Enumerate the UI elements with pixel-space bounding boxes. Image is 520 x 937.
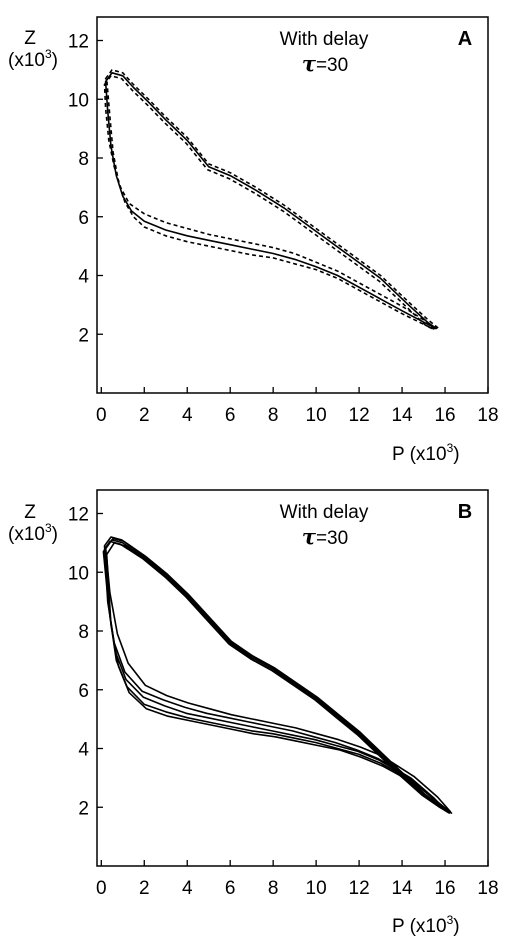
panel-b-ylabel-top: Z bbox=[24, 502, 36, 523]
panel-b-label: B bbox=[458, 501, 472, 523]
panel-a-series-1 bbox=[104, 72, 438, 330]
panel-a-xtick-label: 10 bbox=[306, 405, 327, 426]
panel-b-ytick-label: 4 bbox=[78, 740, 89, 761]
panel-b-xtick-label: 10 bbox=[306, 878, 327, 899]
panel-a-annotation-line1: With delay bbox=[280, 29, 369, 50]
panel-b-annotation-line1: With delay bbox=[280, 502, 369, 523]
panel-b-xtick-label: 14 bbox=[391, 878, 413, 899]
panel-b-xtick-label: 18 bbox=[477, 878, 498, 899]
panel-b-xtick-label: 0 bbox=[96, 878, 107, 899]
panel-b-ylabel-exp: 3 bbox=[45, 521, 52, 535]
panel-b-xtick-label: 6 bbox=[225, 878, 236, 899]
panel-a-ytick-label: 10 bbox=[68, 90, 89, 111]
panel-b-ytick-label: 10 bbox=[68, 563, 89, 584]
panel-b-ticks: 0 2 4 6 8 10 12 14 16 18 2 4 6 8 10 12 bbox=[68, 505, 499, 900]
panel-a-series-2 bbox=[104, 69, 440, 330]
panel-b-annotation-tau: τ=30 bbox=[302, 524, 348, 549]
panel-b-ytick-label: 12 bbox=[68, 505, 89, 526]
panel-b-tau-value: =30 bbox=[316, 528, 348, 549]
panel-a-plot-frame bbox=[96, 16, 489, 394]
panel-a-ytick-label: 8 bbox=[78, 149, 89, 170]
panel-b-plot-frame bbox=[96, 489, 489, 867]
panel-a-xtick-label: 6 bbox=[225, 405, 236, 426]
panel-a-tau-value: =30 bbox=[316, 55, 348, 76]
panel-a-ylabel: (x103) bbox=[8, 47, 58, 71]
panel-b-series bbox=[102, 536, 453, 814]
panel-a-xlabel: P (x103) bbox=[392, 441, 460, 465]
panel-a-series bbox=[103, 69, 440, 331]
panel-a-xlabel-tail: ) bbox=[453, 444, 459, 465]
panel-b-xlabel: P (x103) bbox=[392, 913, 460, 937]
panel-a-xlabel-exp: 3 bbox=[447, 441, 454, 455]
panel-a-xtick-label: 14 bbox=[391, 405, 413, 426]
panel-a-label: A bbox=[458, 28, 472, 50]
panel-b-xtick-label: 12 bbox=[349, 878, 370, 899]
panel-b-xtick-label: 16 bbox=[434, 878, 455, 899]
panel-a-ylabel-exp: 3 bbox=[45, 47, 52, 61]
panel-a-ytick-label: 2 bbox=[78, 325, 89, 346]
panel-a-ylabel-top: Z bbox=[24, 28, 36, 49]
panel-b-xlabel-exp: 3 bbox=[447, 913, 454, 927]
panel-b-ylabel-main: (x10 bbox=[8, 524, 45, 545]
panel-b-ytick-label: 2 bbox=[78, 798, 89, 819]
panel-b-series-4 bbox=[102, 540, 450, 814]
panel-b-xtick-label: 8 bbox=[268, 878, 279, 899]
panel-b-series-3 bbox=[105, 542, 453, 814]
panel-a-xtick-label: 2 bbox=[139, 405, 150, 426]
panel-b-xlabel-tail: ) bbox=[453, 916, 459, 937]
panel-a-xlabel-main: P (x10 bbox=[392, 444, 447, 465]
panel-a-xtick-label: 4 bbox=[182, 405, 193, 426]
panel-b-xtick-label: 4 bbox=[182, 878, 193, 899]
panel-a-ticks: 0 2 4 6 8 10 12 14 16 18 2 4 6 8 10 12 bbox=[68, 32, 499, 427]
panel-b-ylabel-tail: ) bbox=[52, 524, 58, 545]
panel-b-xtick-label: 2 bbox=[139, 878, 150, 899]
panel-b-xlabel-main: P (x10 bbox=[392, 916, 447, 937]
panel-b-ytick-label: 8 bbox=[78, 622, 89, 643]
panel-a-xtick-label: 12 bbox=[349, 405, 370, 426]
panel-a-xtick-label: 16 bbox=[434, 405, 455, 426]
panel-b-series-5 bbox=[104, 537, 452, 813]
panel-b-ytick-label: 6 bbox=[78, 681, 89, 702]
panel-a-ytick-label: 4 bbox=[78, 267, 89, 288]
panel-a-ytick-label: 12 bbox=[68, 32, 89, 53]
panel-a-series-3 bbox=[103, 75, 436, 331]
panel-a-ytick-label: 6 bbox=[78, 208, 89, 229]
panel-a-ylabel-tail: ) bbox=[52, 50, 58, 71]
panel-b-ylabel: (x103) bbox=[8, 521, 58, 545]
panel-a-ylabel-main: (x10 bbox=[8, 50, 45, 71]
panel-b-tau-symbol: τ bbox=[302, 524, 317, 549]
panel-a-tau-symbol: τ bbox=[302, 51, 317, 76]
panel-a-xtick-label: 0 bbox=[96, 405, 107, 426]
panel-a-xtick-label: 18 bbox=[477, 405, 498, 426]
panel-a-xtick-label: 8 bbox=[268, 405, 279, 426]
panel-a-annotation-tau: τ=30 bbox=[302, 51, 348, 76]
